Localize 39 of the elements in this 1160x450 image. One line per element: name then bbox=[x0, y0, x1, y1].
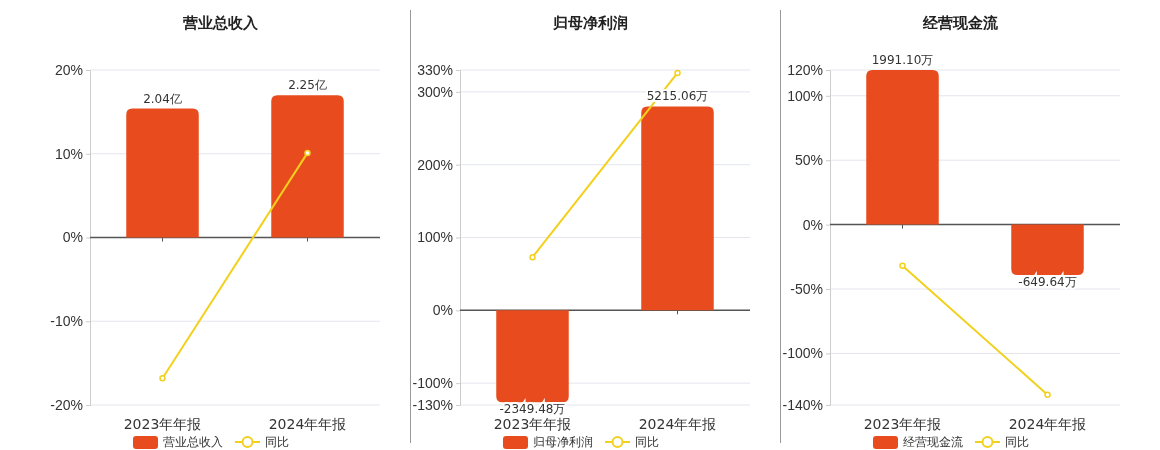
y-tick-label: 50% bbox=[794, 152, 823, 169]
legend-label: 同比 bbox=[265, 435, 289, 449]
y-tick-label: -130% bbox=[412, 396, 453, 413]
y-tick-label: 120% bbox=[787, 61, 823, 78]
y-tick-label: -50% bbox=[790, 281, 823, 298]
y-tick-label: -140% bbox=[782, 396, 823, 413]
y-tick-label: -10% bbox=[50, 313, 83, 330]
y-tick-label: 0% bbox=[62, 229, 83, 246]
y-tick-label: 0% bbox=[432, 302, 453, 319]
data-label: 2.25亿 bbox=[288, 78, 327, 93]
x-tick-label: 2023年年报 bbox=[863, 416, 942, 432]
y-tick-label: 300% bbox=[417, 83, 453, 100]
legend-label: 归母净利润 bbox=[533, 435, 593, 449]
y-tick-label: -100% bbox=[782, 345, 823, 362]
y-tick-label: 100% bbox=[787, 87, 823, 104]
data-label: 1991.10万 bbox=[871, 53, 934, 67]
y-tick-label: -100% bbox=[412, 375, 453, 392]
legend-label: 同比 bbox=[1005, 435, 1029, 449]
y-tick-label: 330% bbox=[417, 61, 453, 78]
chart-title: 归母净利润 bbox=[551, 14, 628, 32]
data-label: 2.04亿 bbox=[143, 91, 182, 106]
y-tick-label: 200% bbox=[417, 156, 453, 173]
x-tick-label: 2024年年报 bbox=[638, 416, 717, 432]
data-label: -649.64万 bbox=[1018, 275, 1077, 290]
y-tick-label: 100% bbox=[417, 229, 453, 246]
y-tick-label: 20% bbox=[54, 61, 83, 78]
legend-label: 经营现金流 bbox=[903, 435, 963, 449]
x-tick-label: 2024年年报 bbox=[268, 416, 347, 432]
x-tick-label: 2023年年报 bbox=[123, 416, 202, 432]
legend-label: 同比 bbox=[635, 435, 659, 449]
data-label: -2349.48万 bbox=[499, 402, 566, 417]
legend-label: 营业总收入 bbox=[163, 435, 223, 449]
y-tick-label: 0% bbox=[802, 216, 823, 233]
x-tick-label: 2023年年报 bbox=[493, 416, 572, 432]
y-tick-label: 10% bbox=[54, 145, 83, 162]
chart-title: 营业总收入 bbox=[181, 14, 259, 32]
x-tick-label: 2024年年报 bbox=[1008, 416, 1087, 432]
y-tick-label: -20% bbox=[50, 396, 83, 413]
chart-title: 经营现金流 bbox=[921, 14, 999, 32]
